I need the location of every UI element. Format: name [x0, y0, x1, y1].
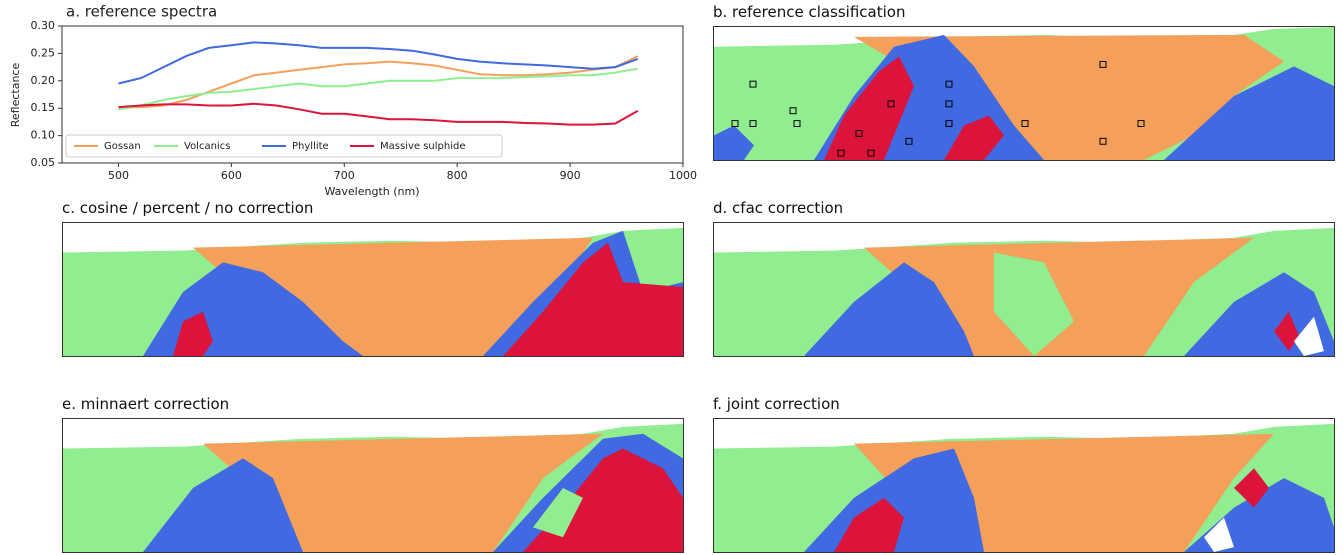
legend-label: Phyllite [292, 141, 329, 152]
legend-label: Volcanics [184, 141, 230, 152]
panel-title: e. minnaert correction [62, 395, 229, 413]
panel-title: b. reference classification [713, 3, 905, 21]
classification-map [62, 222, 684, 357]
series-line [119, 69, 638, 110]
spectra-chart: a. reference spectra Wavelength (nm) Ref… [0, 0, 700, 200]
legend-label: Massive sulphide [380, 141, 466, 152]
panel-title: c. cosine / percent / no correction [62, 199, 313, 217]
y-axis-label: Reflectance [9, 63, 22, 128]
series-line [119, 104, 638, 125]
panel-title: f. joint correction [713, 395, 840, 413]
classification-map [62, 418, 684, 553]
panel-title: d. cfac correction [713, 199, 843, 217]
x-tick-label: 700 [334, 169, 355, 182]
y-tick-label: 0.05 [31, 156, 56, 169]
y-tick-label: 0.15 [31, 101, 56, 114]
chart-title: a. reference spectra [66, 3, 217, 21]
figure: a. reference spectra Wavelength (nm) Ref… [0, 0, 1343, 555]
classification-map [713, 222, 1335, 357]
x-tick-label: 1000 [669, 169, 697, 182]
legend-label: Gossan [104, 141, 141, 152]
x-tick-label: 600 [221, 169, 242, 182]
y-tick-label: 0.10 [31, 129, 56, 142]
x-axis-label: Wavelength (nm) [324, 185, 419, 198]
legend: Gossan Volcanics Phyllite Massive sulphide [66, 135, 502, 157]
y-tick-label: 0.25 [31, 46, 56, 59]
x-tick-label: 800 [447, 169, 468, 182]
x-tick-label: 500 [108, 169, 129, 182]
classification-map [713, 26, 1335, 161]
x-tick-label: 900 [560, 169, 581, 182]
y-tick-label: 0.20 [31, 74, 56, 87]
y-tick-label: 0.30 [31, 19, 56, 32]
classification-map [713, 418, 1335, 553]
